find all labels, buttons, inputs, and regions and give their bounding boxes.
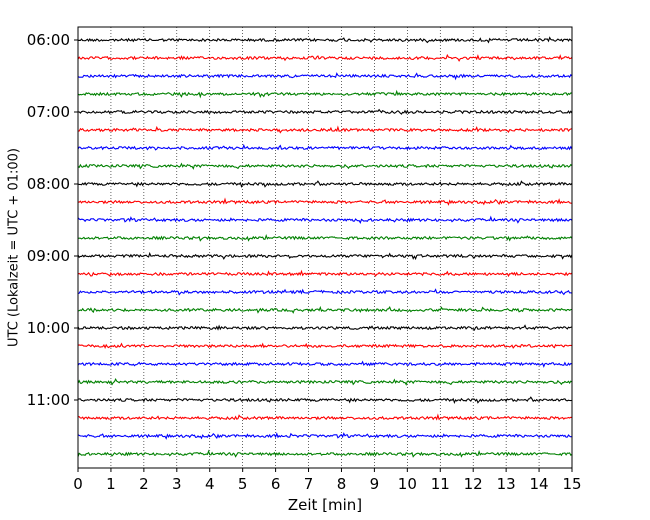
trace-1015: [77, 342, 573, 350]
x-tick-label: 14: [530, 475, 549, 493]
trace-0730: [77, 143, 573, 151]
trace-0945: [77, 305, 573, 314]
trace-0830: [77, 215, 573, 225]
x-tick-label: 8: [337, 475, 347, 493]
x-tick-label: 13: [497, 475, 516, 493]
trace-0930: [77, 288, 573, 296]
x-tick-label: 2: [139, 475, 149, 493]
y-tick-label: 06:00: [27, 31, 70, 49]
trace-0745: [77, 162, 573, 170]
x-axis-ticks: 0 1 2 3 4 5 6 7 8 9 10 11 12 13 14 15: [73, 468, 582, 493]
trace-1100: [77, 396, 573, 404]
plot-frame: [77, 26, 573, 469]
x-tick-label: 9: [370, 475, 380, 493]
y-axis-ticks: 06:00 07:00 08:00 09:00 10:00 11:00: [27, 31, 78, 409]
y-tick-label: 08:00: [27, 175, 70, 193]
trace-0915: [77, 269, 573, 278]
y-tick-label: 10:00: [27, 319, 70, 337]
trace-0845: [77, 234, 573, 242]
trace-0615: [77, 53, 573, 62]
trace-1045: [77, 378, 573, 386]
trace-0715: [77, 125, 573, 134]
x-tick-label: 12: [464, 475, 483, 493]
x-tick-label: 5: [238, 475, 248, 493]
trace-1145: [77, 449, 573, 458]
trace-0600: [77, 36, 573, 44]
trace-0645: [77, 89, 573, 99]
x-tick-label: 7: [304, 475, 314, 493]
x-tick-label: 1: [106, 475, 116, 493]
trace-0800: [77, 180, 573, 188]
x-tick-label: 4: [205, 475, 215, 493]
x-axis-label: Zeit [min]: [288, 496, 362, 514]
x-tick-label: 11: [431, 475, 450, 493]
trace-1030: [77, 360, 573, 368]
y-tick-label: 11:00: [27, 391, 70, 409]
x-tick-label: 10: [398, 475, 417, 493]
x-tick-label: 0: [73, 475, 83, 493]
trace-1130: [77, 432, 573, 440]
trace-0630: [77, 72, 573, 81]
x-tick-label: 3: [172, 475, 182, 493]
trace-0700: [77, 108, 573, 115]
trace-0815: [77, 197, 572, 206]
trace-0900: [77, 251, 573, 261]
y-axis-label: UTC (Lokalzeit = UTC + 01:00): [7, 148, 22, 347]
trace-1000: [77, 324, 573, 331]
y-tick-label: 09:00: [27, 247, 70, 265]
x-tick-label: 6: [271, 475, 281, 493]
seismic-traces: [77, 36, 573, 458]
y-tick-label: 07:00: [27, 103, 70, 121]
trace-1115: [78, 413, 573, 421]
x-tick-label: 15: [562, 475, 581, 493]
